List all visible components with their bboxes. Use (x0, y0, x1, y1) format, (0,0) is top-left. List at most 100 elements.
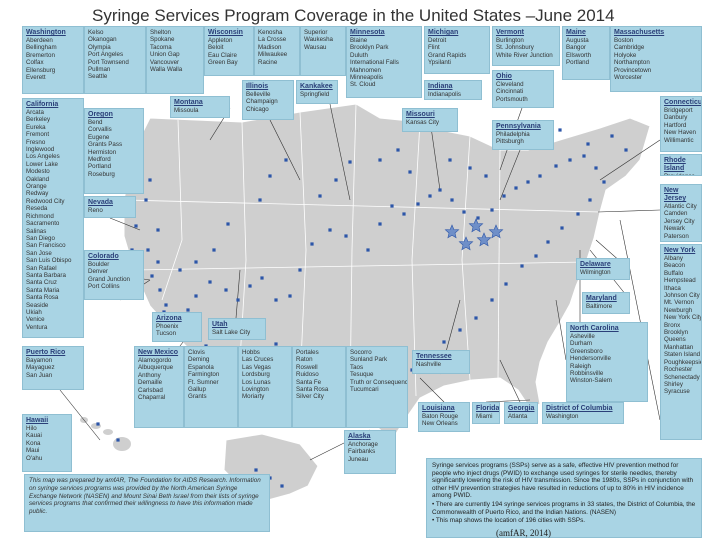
city-name: Bayamon (26, 357, 53, 364)
state-city-box: Florida Miami (472, 402, 500, 424)
city-name: San Diego (26, 234, 55, 242)
city-name: Greensboro (570, 347, 603, 355)
square-marker (268, 174, 272, 178)
city-name: Danbury (664, 114, 688, 122)
square-marker (260, 276, 264, 280)
city-name: Shirley (664, 380, 683, 388)
city-name: Socorro (350, 349, 372, 356)
state-city-box: Washington Aberdeen Bellingham Bremerton Col… (22, 26, 84, 94)
city-name: Las Vegas (242, 363, 271, 371)
city-name: Asheville (570, 333, 595, 340)
state-city-box: Puerto Rico Bayamon Mayaguez San Juan (22, 346, 84, 390)
city-name: Pittsburgh (496, 138, 524, 146)
square-marker (258, 198, 262, 202)
city-name: Ypsilanti (428, 59, 451, 67)
city-name: Rochester (664, 366, 693, 374)
city-name: Winston-Salem (570, 377, 612, 385)
city-name: Colfax (26, 59, 44, 67)
square-marker (130, 248, 134, 252)
state-name: New Mexico (138, 349, 179, 356)
info-bullet: • There are currently 194 syringe servic… (432, 500, 696, 516)
state-name: Arizona (156, 315, 182, 322)
square-marker (348, 160, 352, 164)
state-name: Colorado (88, 253, 119, 260)
square-marker (402, 212, 406, 216)
state-name: Michigan (428, 29, 459, 36)
square-marker (490, 298, 494, 302)
square-marker (274, 342, 278, 346)
city-name: O'ahu (26, 454, 43, 462)
state-city-box: Montana Missoula (170, 96, 230, 118)
state-name: Maine (566, 29, 586, 36)
city-name: Superior (304, 29, 328, 36)
city-name: Phoenix (156, 323, 179, 330)
square-marker (490, 208, 494, 212)
city-name: Nashville (416, 361, 442, 368)
city-name: San Luis Obispo (26, 257, 72, 265)
square-marker (396, 148, 400, 152)
state-name: Massachusetts (614, 29, 665, 36)
city-name: Waukesha (304, 36, 334, 44)
city-name: Hermiston (88, 148, 117, 156)
square-marker (558, 128, 562, 132)
city-name: Boston (614, 37, 634, 44)
city-name: Maui (26, 447, 40, 455)
square-marker (438, 188, 442, 192)
city-name: Redwood City (26, 197, 65, 205)
square-marker (554, 164, 558, 168)
city-name: New Orleans (422, 420, 458, 428)
city-name: Hempstead (664, 277, 696, 285)
square-marker (450, 198, 454, 202)
city-name: Pullman (88, 66, 111, 74)
square-marker (208, 280, 212, 284)
city-name: Santa Barbara (26, 271, 66, 279)
city-name: Fremont (26, 131, 50, 139)
city-name: Anthony (138, 371, 161, 379)
info-paragraph: Syringe services programs (SSPs) serve a… (432, 462, 694, 500)
square-marker (150, 274, 154, 278)
square-marker (268, 476, 272, 480)
city-name: Philadelphia (496, 131, 530, 138)
city-name: Baltimore (586, 303, 613, 310)
city-name: Worcester (614, 74, 643, 82)
city-name: Providence (664, 173, 698, 175)
state-city-box: Nevada Reno (84, 196, 136, 218)
square-marker (378, 158, 382, 162)
state-city-box: Shelton Spokane Tacoma Union Gap Vancouver Wa… (146, 26, 204, 94)
state-city-box: Connecticut Bridgeport Danbury Hartford New … (660, 96, 702, 152)
city-name: Mayaguez (26, 364, 55, 372)
city-name: Las Cruces (242, 356, 274, 364)
city-name: Baton Rouge (422, 413, 459, 420)
city-name: Okanogan (88, 36, 117, 44)
city-name: Missoula (174, 107, 199, 114)
state-city-box: Massachusetts Boston Cambridge Holyoke North… (610, 26, 702, 92)
square-marker (546, 240, 550, 244)
star-marker (468, 218, 484, 233)
state-city-box: Illinois Belleville Champaign Chicago (242, 80, 294, 120)
city-name: International Falls (350, 59, 399, 67)
state-name: Minnesota (350, 29, 385, 36)
state-name: Ohio (496, 73, 512, 80)
square-marker (534, 254, 538, 258)
state-city-box: Alaska Anchorage Fairbanks Juneau (344, 430, 396, 474)
city-name: Grants Pass (88, 141, 123, 149)
state-name: Florida (476, 405, 500, 412)
city-name: Schenectady (664, 373, 700, 381)
map-attribution-note: This map was prepared by amfAR, The Foun… (24, 474, 270, 532)
state-city-box: Ohio Cleveland Cincinnati Portsmouth (492, 70, 554, 108)
square-marker (526, 180, 530, 184)
city-name: Venice (26, 316, 45, 324)
city-name: Lower Lake (26, 160, 58, 168)
city-name: Albany (664, 255, 683, 262)
city-name: Hobbs (242, 349, 260, 356)
city-name: Eureka (26, 123, 46, 131)
city-name: Eau Claire (208, 51, 237, 59)
square-marker (186, 308, 190, 312)
star-marker (476, 232, 492, 247)
square-marker (582, 154, 586, 158)
city-name: Silver City (296, 393, 324, 401)
city-name: Tesuque (350, 371, 374, 379)
city-name: Bronx (664, 321, 681, 329)
city-name: Carlsbad (138, 386, 163, 394)
square-marker (520, 264, 524, 268)
